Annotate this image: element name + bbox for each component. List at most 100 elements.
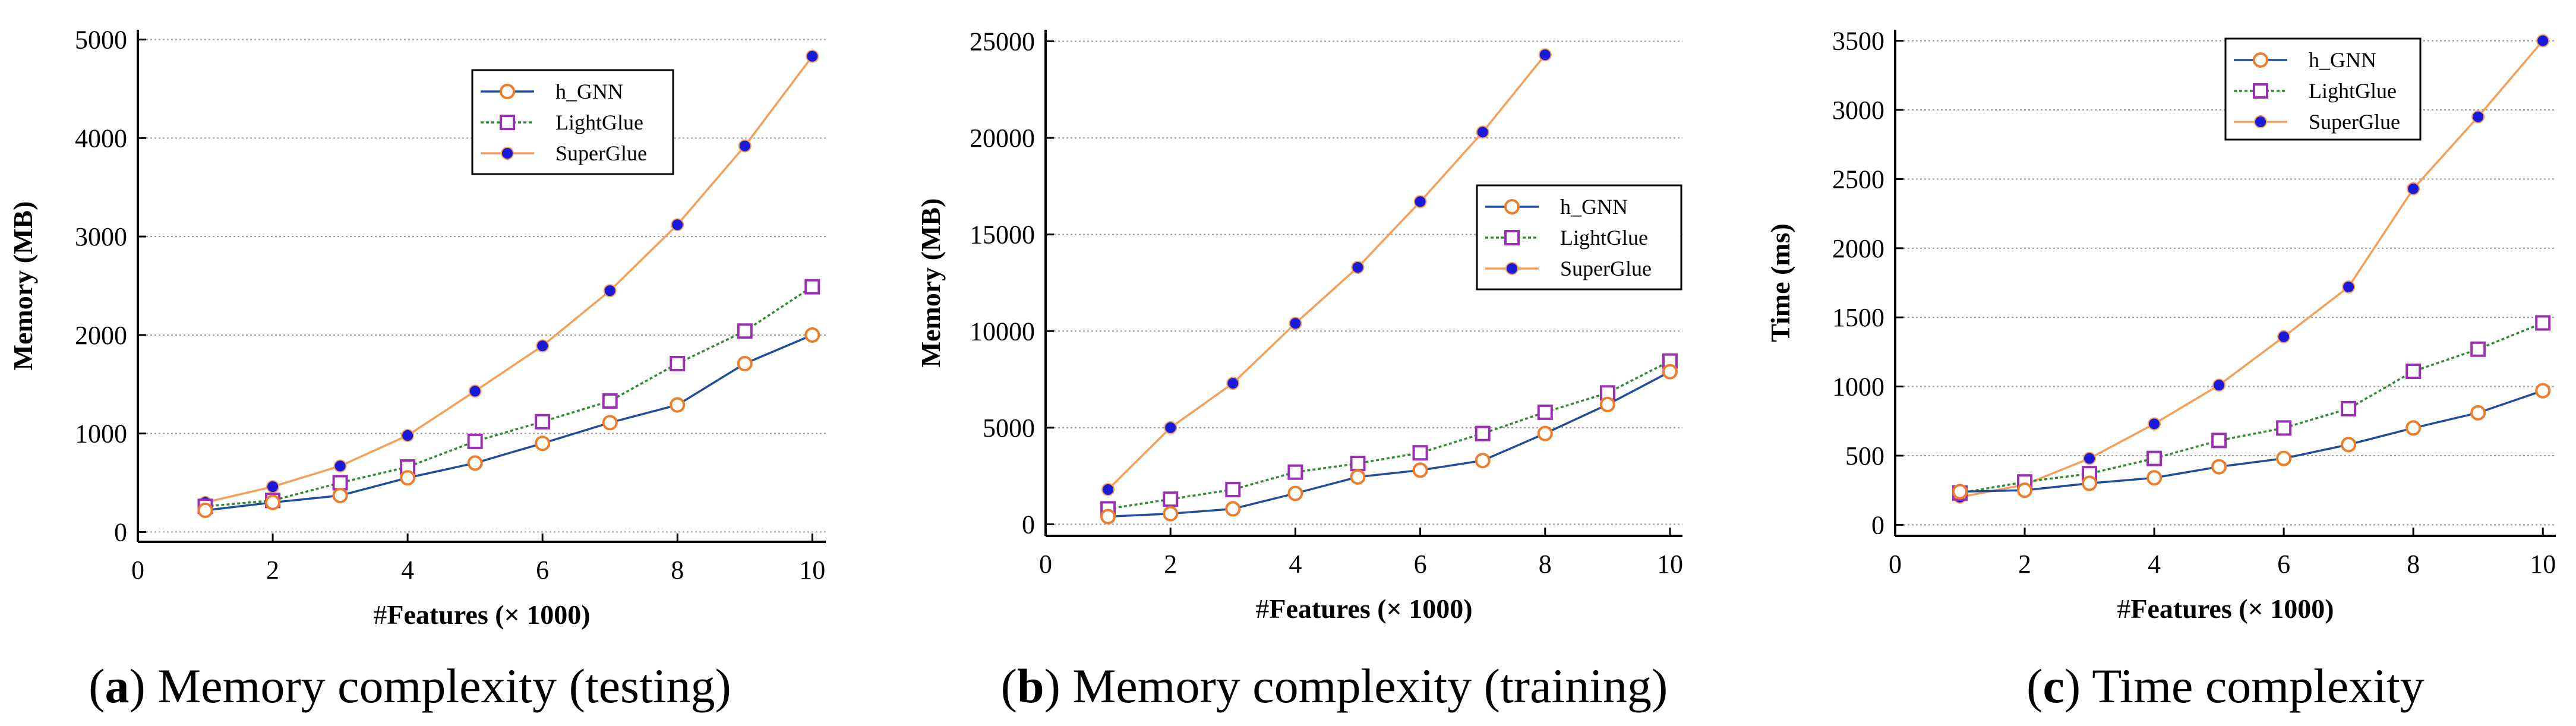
- series-lightglue-point: [670, 355, 686, 371]
- series-lightglue-point: [1475, 425, 1491, 441]
- series-superglue-point: [2083, 452, 2097, 465]
- series-lightglue-point: [2276, 420, 2292, 436]
- x-tick-label: 8: [1539, 550, 1552, 579]
- series-superglue-point: [1164, 421, 1177, 434]
- series-h-gnn-point: [1662, 364, 1678, 380]
- x-tick-label: 10: [2530, 550, 2556, 579]
- series-superglue-point: [1476, 125, 1489, 139]
- series-h-gnn-point: [332, 488, 348, 504]
- series-line-lightglue: [1959, 321, 2543, 494]
- series-line-superglue: [205, 55, 813, 504]
- series-h-gnn-point: [2276, 450, 2292, 466]
- series-h-gnn-point: [2341, 437, 2357, 453]
- legend-lightglue-point: [1504, 230, 1520, 245]
- series-superglue-point: [2277, 330, 2291, 343]
- series-h-gnn-point: [400, 470, 416, 486]
- series-lightglue-point: [804, 279, 820, 295]
- series-h-gnn-point: [2535, 383, 2551, 399]
- legend: h_GNN LightGlue SuperGlue: [471, 69, 674, 175]
- legend-label-h-gnn: h_GNN: [1560, 195, 1628, 219]
- x-tick-label: 10: [1657, 550, 1683, 579]
- series-h-gnn-point: [1100, 509, 1116, 525]
- series-superglue-point: [1226, 377, 1240, 390]
- y-tick-label: 4000: [75, 124, 127, 153]
- x-tick-label: 2: [266, 555, 279, 585]
- series-h-gnn-point: [265, 494, 281, 510]
- series-superglue-point: [2342, 280, 2356, 293]
- y-tick-label: 25000: [970, 27, 1035, 56]
- legend-label-superglue: SuperGlue: [2309, 110, 2400, 134]
- series-superglue-point: [603, 284, 617, 298]
- y-tick-label: 1000: [1832, 373, 1884, 402]
- series-lightglue-point: [2341, 400, 2357, 416]
- y-tick-label: 0: [1022, 510, 1035, 539]
- legend-h-gnn-point: [1504, 199, 1520, 214]
- y-tick-label: 0: [1871, 510, 1884, 539]
- panel-caption: (c) Time complexity: [2026, 659, 2425, 713]
- y-axis-title: Memory (MB): [8, 201, 38, 371]
- legend: h_GNN LightGlue SuperGlue: [1476, 184, 1682, 291]
- series-h-gnn-point: [737, 355, 753, 371]
- legend-lightglue-point: [500, 115, 515, 130]
- x-tick-label: 6: [2277, 550, 2290, 579]
- series-lightglue-point: [2211, 433, 2227, 449]
- series-lightglue-point: [332, 475, 348, 491]
- series-superglue-point: [333, 459, 347, 473]
- series-h-gnn-point: [1412, 462, 1428, 478]
- series-h-gnn-point: [670, 397, 686, 413]
- y-axis-title: Time (ms): [1765, 223, 1795, 342]
- series-h-gnn-point: [1952, 484, 1968, 500]
- series-superglue: [198, 49, 819, 509]
- x-tick-label: 0: [131, 555, 144, 585]
- series-h-gnn-point: [197, 502, 213, 518]
- series-superglue-point: [1289, 317, 1302, 330]
- series-superglue: [1101, 48, 1552, 496]
- series-lightglue-point: [602, 393, 618, 409]
- x-tick-label: 0: [1039, 550, 1052, 579]
- series-lightglue-point: [1537, 404, 1553, 420]
- x-tick-label: 2: [2018, 550, 2031, 579]
- x-tick-label: 4: [2148, 550, 2161, 579]
- series-h-gnn-point: [804, 327, 820, 343]
- series-h-gnn-point: [2082, 475, 2098, 491]
- chart-panel-a: 0 1000 2000 3000 4000 5000 0 2 4 6 8 10 #Features (×…: [8, 26, 826, 630]
- y-tick-label: 5000: [983, 413, 1035, 443]
- series-superglue-point: [2148, 417, 2161, 431]
- panel-caption: (b) Memory complexity (training): [1001, 659, 1668, 713]
- y-tick-label: 2000: [75, 321, 127, 350]
- legend: h_GNN LightGlue SuperGlue: [2224, 37, 2422, 141]
- legend-label-superglue: SuperGlue: [555, 141, 647, 165]
- series-lightglue-point: [737, 323, 753, 339]
- series-superglue-point: [2407, 182, 2420, 195]
- y-tick-label: 5000: [75, 26, 127, 55]
- series-h-gnn-point: [535, 435, 551, 452]
- legend-superglue-point: [2254, 115, 2267, 128]
- series-h-gnn-point: [2470, 405, 2486, 421]
- series-superglue-point: [2536, 34, 2550, 48]
- legend-label-h-gnn: h_GNN: [2309, 48, 2376, 72]
- series-lightglue-point: [1412, 445, 1428, 461]
- series-h-gnn-point: [2211, 459, 2227, 475]
- legend-h-gnn-point: [500, 84, 515, 99]
- legend-label-lightglue: LightGlue: [1560, 226, 1648, 250]
- series-h-gnn: [197, 327, 820, 518]
- series-h-gnn-point: [1537, 425, 1553, 441]
- x-tick-label: 6: [1414, 550, 1427, 579]
- series-line-lightglue: [1107, 360, 1671, 510]
- series-h-gnn-point: [602, 415, 618, 431]
- series-h-gnn: [1952, 383, 2551, 500]
- series-lightglue-point: [2405, 363, 2422, 379]
- series-line-h-gnn: [1959, 389, 2543, 493]
- series-line-superglue: [1107, 54, 1546, 491]
- series-h-gnn-point: [1287, 485, 1303, 501]
- series-h-gnn-point: [1350, 469, 1366, 485]
- y-tick-label: 2000: [1832, 234, 1884, 263]
- series-lightglue-point: [535, 413, 551, 430]
- y-tick-label: 20000: [970, 124, 1035, 153]
- series-superglue-point: [401, 428, 415, 442]
- series-superglue-point: [1351, 260, 1365, 274]
- y-tick-label: 3000: [1832, 96, 1884, 125]
- series-lightglue-point: [2146, 450, 2163, 466]
- x-axis-title: #Features (× 1000): [1255, 594, 1472, 624]
